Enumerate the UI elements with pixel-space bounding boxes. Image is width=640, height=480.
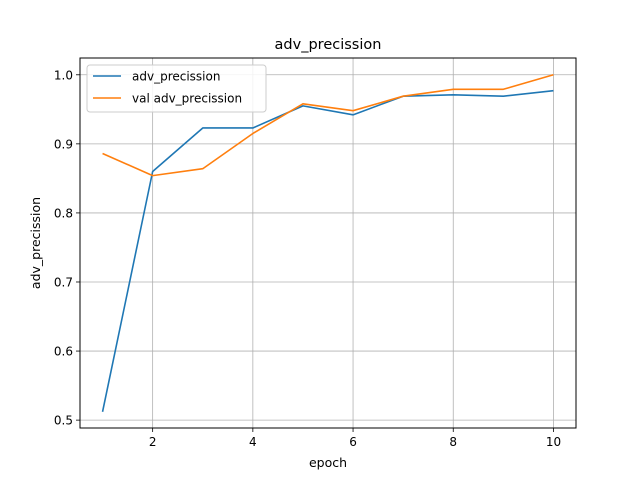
x-tick-label: 2 xyxy=(149,435,157,449)
y-tick-label: 0.8 xyxy=(54,206,73,220)
y-tick-label: 1.0 xyxy=(54,68,73,82)
chart-title: adv_precission xyxy=(275,37,382,53)
y-tick-label: 0.5 xyxy=(54,414,73,428)
y-tick-label: 0.6 xyxy=(54,345,73,359)
series-line-val-adv-precission xyxy=(102,74,554,177)
axis-ticks: 2 4 6 8 10 0.5 0.6 0.7 0.8 0.9 1.0 xyxy=(54,68,561,449)
plot-frame xyxy=(79,57,577,429)
y-tick-label: 0.7 xyxy=(54,275,73,289)
series-lines xyxy=(101,74,554,413)
x-tick-label: 6 xyxy=(349,435,357,449)
x-tick-label: 4 xyxy=(249,435,257,449)
x-axis-label: epoch xyxy=(309,455,347,470)
legend-box xyxy=(86,64,267,113)
x-tick-label: 10 xyxy=(546,435,561,449)
y-tick-label: 0.9 xyxy=(54,137,73,151)
x-tick-label: 8 xyxy=(449,435,457,449)
series-line-adv-precission xyxy=(101,89,554,413)
legend-label: adv_precission xyxy=(132,70,220,84)
y-axis-label: adv_precission xyxy=(28,197,43,289)
grid xyxy=(80,58,576,428)
legend-label: val adv_precission xyxy=(132,92,242,106)
